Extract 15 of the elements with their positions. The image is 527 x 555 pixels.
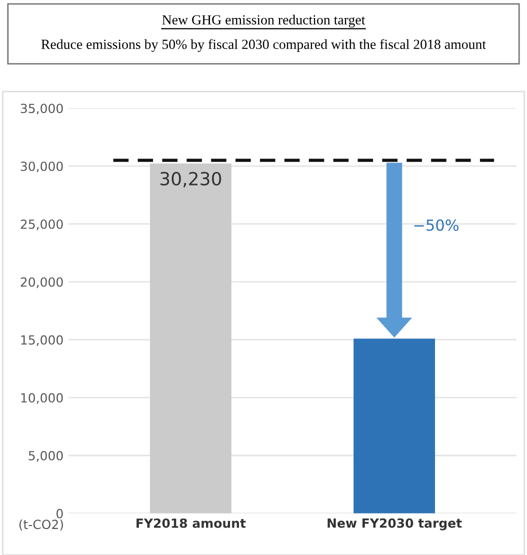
chart-title: New GHG emission reduction target [162,14,366,28]
y-tick-label: 5,000 [28,450,63,462]
y-tick-label: 0 [56,508,63,518]
y-tick-label: 25,000 [20,219,63,230]
y-tick-label: 20,000 [20,277,63,288]
x-tick-label: FY2018 amount [136,518,246,528]
y-tick-label: 15,000 [21,335,63,346]
data-label: 30,230 [160,172,222,188]
y-axis-title: (t-CO2) [19,519,63,531]
y-tick-label: 10,000 [21,393,63,404]
y-tick-label: 35,000 [20,104,63,114]
x-tick-label: New FY2030 target [328,518,462,530]
y-tick-label: 30,000 [20,162,63,172]
annotation: −50% [414,219,459,231]
chart-subtitle: Reduce emissions by 50% by fiscal 2030 compared with the fiscal 2018 amount [41,39,486,52]
